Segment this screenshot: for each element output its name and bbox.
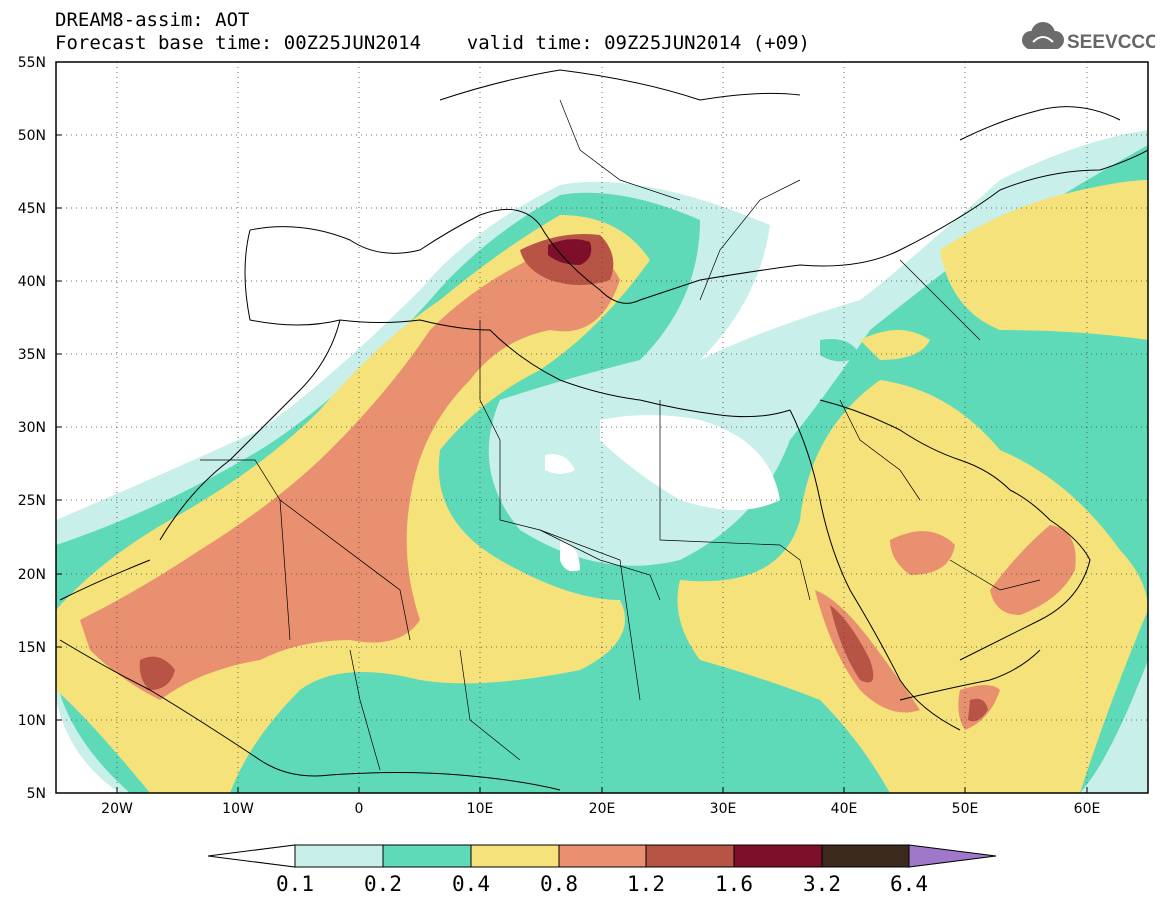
- coastlines: [59, 69, 1148, 791]
- colorbar-swatch: [821, 844, 910, 868]
- colorbar-swatch: [733, 844, 823, 868]
- colorbar-swatch: [382, 844, 472, 868]
- aot-band-below-0.1: [545, 415, 780, 572]
- colorbar-high-arrow: [908, 844, 997, 868]
- lon-label: 40E: [831, 801, 858, 817]
- aot-field: [56, 62, 1148, 793]
- aot-band-1.6: [548, 239, 592, 265]
- cloud-icon: [1022, 22, 1064, 49]
- colorbar-swatch: [470, 844, 560, 868]
- colorbar-label: 0.1: [276, 872, 314, 896]
- lon-label: 0: [355, 801, 364, 817]
- lon-label: 60E: [1074, 801, 1101, 817]
- lon-label: 30E: [710, 801, 737, 817]
- gridlines: [56, 62, 1148, 793]
- lon-label: 10E: [467, 801, 494, 817]
- lon-label: 20W: [101, 801, 133, 817]
- lat-label: 35N: [18, 347, 46, 363]
- colorbar-low-arrow: [207, 844, 296, 868]
- colorbar-label: 0.2: [364, 872, 402, 896]
- colorbar-label: 3.2: [803, 872, 841, 896]
- colorbar-swatch: [645, 844, 735, 868]
- colorbar-labels: 0.1 0.2 0.4 0.8 1.2 1.6 3.2 6.4: [276, 872, 928, 896]
- colorbar-swatch: [558, 844, 647, 868]
- lat-labels: 55N 50N 45N 40N 35N 30N 25N 20N 15N 10N …: [18, 55, 46, 802]
- logo-text: SEEVCCC: [1067, 32, 1155, 53]
- lon-labels: 20W 10W 0 10E 20E 30E 40E 50E 60E: [101, 801, 1100, 817]
- lat-label: 10N: [18, 713, 46, 729]
- colorbar-label: 1.2: [627, 872, 665, 896]
- forecast-time-line: Forecast base time: 00Z25JUN2014 valid t…: [55, 32, 810, 54]
- colorbar-label: 0.8: [540, 872, 578, 896]
- lon-label: 10W: [222, 801, 254, 817]
- colorbar-label: 0.4: [452, 872, 490, 896]
- lat-label: 5N: [27, 786, 46, 802]
- lat-label: 25N: [18, 493, 46, 509]
- lat-label: 30N: [18, 420, 46, 436]
- map-title: DREAM8-assim: AOT: [55, 9, 250, 31]
- lat-label: 55N: [18, 55, 46, 71]
- colorbar-label: 6.4: [890, 872, 928, 896]
- lat-label: 20N: [18, 567, 46, 583]
- lat-label: 15N: [18, 640, 46, 656]
- lat-label: 40N: [18, 274, 46, 290]
- lon-label: 20E: [589, 801, 616, 817]
- seevccc-logo: SEEVCCC: [1022, 22, 1155, 53]
- colorbar: [207, 844, 997, 868]
- lat-label: 50N: [18, 128, 46, 144]
- lon-label: 50E: [952, 801, 979, 817]
- axis-ticks: [56, 61, 1088, 794]
- lat-label: 45N: [18, 201, 46, 217]
- colorbar-label: 1.6: [715, 872, 753, 896]
- aot-band-0.8: [80, 248, 1076, 730]
- country-borders: [200, 99, 1041, 771]
- colorbar-swatch: [294, 844, 384, 868]
